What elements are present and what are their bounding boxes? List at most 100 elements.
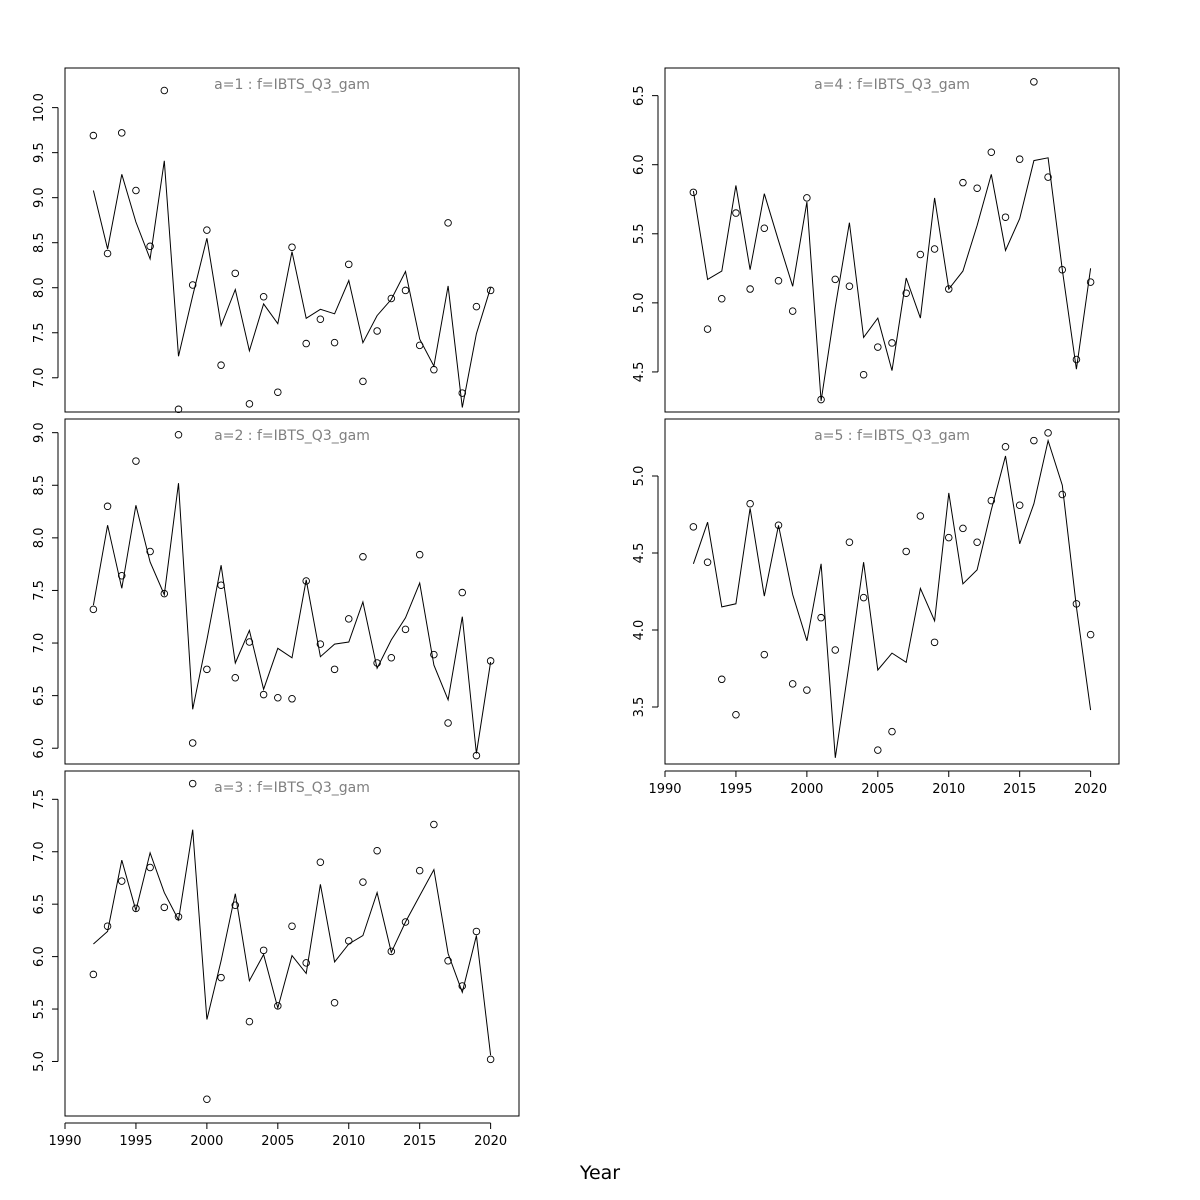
x-tick-label: 2005 [261, 1134, 294, 1149]
data-point [302, 577, 310, 585]
data-point [302, 959, 310, 967]
chart-panel-1: a=1 : f=IBTS_Q3_gam 7.0 7.5 8.0 8.5 9.0 9.5 10.… [32, 67, 520, 414]
data-point [146, 242, 154, 251]
data-point [430, 365, 438, 374]
y-tick-label: 7.0 [32, 367, 47, 388]
data-point [831, 646, 840, 654]
data-point [788, 680, 797, 688]
data-point [1086, 630, 1095, 639]
data-point [1001, 442, 1010, 451]
data-point [103, 502, 112, 511]
data-point [359, 878, 367, 886]
data-point [103, 922, 112, 930]
data-point [1030, 78, 1038, 86]
y-tick-label: 5.0 [632, 466, 647, 487]
data-point [930, 638, 939, 647]
y-tick-label: 9.5 [32, 142, 47, 163]
data-point [1030, 436, 1038, 445]
x-tick-label: 2010 [332, 1134, 365, 1149]
data-point [430, 650, 438, 659]
y-tick-label: 7.0 [32, 841, 47, 862]
data-point [132, 457, 140, 465]
data-point [288, 243, 296, 251]
data-point [774, 521, 783, 530]
data-point [217, 361, 225, 369]
chart-panel-5: a=5 : f=IBTS_Q3_gam 3.5 4.0 4.5 5.0 1990 1995 2… [632, 418, 1120, 797]
data-point [1072, 355, 1081, 364]
data-point [1015, 155, 1024, 163]
data-point [401, 918, 410, 926]
y-tick-label: 9.0 [32, 187, 47, 208]
data-point [274, 693, 282, 702]
data-point [103, 249, 112, 258]
data-point [89, 131, 98, 140]
x-tick-label: 1995 [119, 1134, 152, 1149]
data-point [330, 998, 339, 1007]
chart-panel-4: a=4 : f=IBTS_Q3_gam 4.5 5.0 5.5 6.0 6.5 [632, 67, 1120, 413]
panel-title: a=4 : f=IBTS_Q3_gam [814, 77, 970, 93]
data-point [902, 547, 910, 556]
data-point [359, 553, 367, 561]
data-point [203, 226, 211, 234]
data-point [117, 877, 126, 885]
fitted-line [92, 160, 492, 408]
y-tick-label: 7.5 [32, 580, 47, 601]
data-point [888, 727, 896, 736]
fitted-line [92, 483, 492, 754]
data-point [89, 605, 98, 614]
x-tick-label: 2010 [932, 782, 965, 797]
data-point [274, 388, 282, 396]
data-point [760, 650, 769, 659]
data-point [973, 184, 981, 192]
data-point [160, 589, 169, 598]
data-point [359, 377, 367, 386]
data-point [902, 289, 910, 297]
data-point [188, 739, 197, 747]
x-tick-label: 2015 [1003, 782, 1036, 797]
x-tick-label: 2020 [474, 1134, 507, 1149]
data-point [401, 286, 410, 295]
data-point [916, 512, 925, 520]
data-point [845, 282, 854, 291]
data-point [959, 524, 967, 533]
y-tick-label: 5.5 [632, 223, 647, 244]
data-point [401, 625, 410, 634]
fitted-line [692, 438, 1092, 758]
data-point [373, 846, 381, 855]
y-tick-label: 6.5 [32, 685, 47, 706]
data-point [703, 325, 712, 333]
data-point [117, 129, 126, 137]
data-point [203, 1095, 211, 1103]
data-point [472, 302, 481, 311]
data-point [760, 224, 769, 233]
data-point [174, 405, 183, 414]
y-tick-label: 8.0 [32, 528, 47, 549]
data-point [117, 571, 126, 580]
data-point [188, 779, 197, 788]
data-point [788, 307, 797, 315]
data-point [387, 654, 396, 662]
plot-frame [64, 418, 520, 765]
data-point [188, 281, 197, 289]
data-point [245, 638, 254, 646]
data-point [718, 675, 726, 684]
data-point [458, 588, 467, 597]
y-tick-label: 5.0 [632, 293, 647, 314]
data-point [231, 901, 239, 909]
data-point [458, 982, 467, 990]
y-tick-label: 6.0 [32, 946, 47, 967]
data-point [1044, 429, 1052, 437]
data-point [259, 946, 268, 955]
y-tick-label: 6.0 [32, 738, 47, 759]
data-point [387, 294, 396, 303]
data-point [146, 863, 154, 872]
y-tick-label: 4.0 [632, 620, 647, 641]
plot-frame [64, 770, 520, 1117]
y-tick-label: 5.5 [32, 999, 47, 1020]
data-point [89, 970, 98, 979]
data-point [316, 640, 325, 648]
x-tick-label: 2000 [790, 782, 823, 797]
data-point [259, 690, 268, 699]
data-point [916, 250, 925, 259]
